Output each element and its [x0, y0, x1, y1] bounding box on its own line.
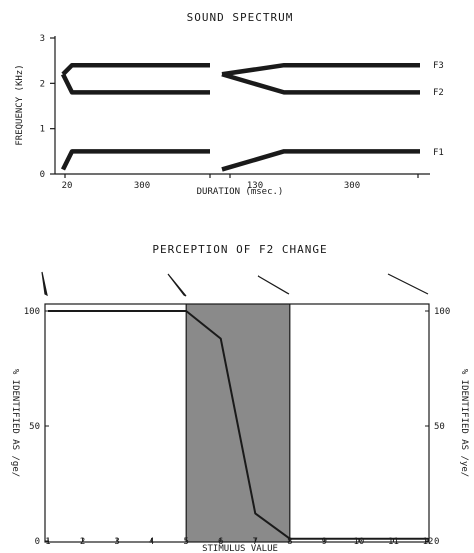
panel-label-300a: 300	[134, 181, 150, 191]
spectrum-x-label: DURATION (msec.)	[197, 187, 284, 197]
x-tick-label: 7	[253, 537, 258, 547]
transition-icon-8	[257, 275, 290, 295]
transition-icons	[41, 271, 429, 297]
x-tick-label: 11	[388, 537, 399, 547]
panel-label-20: 20	[62, 181, 73, 191]
spectrum-y-label: FREQUENCY (KHz)	[15, 64, 25, 145]
y-tick-label-left: 50	[29, 422, 40, 432]
panel-label-300b: 300	[344, 181, 360, 191]
perception-y-label-left: % IDENTIFIED AS /ge/	[10, 369, 20, 477]
y-tick-label-left: 100	[24, 307, 40, 317]
transition-icon-5	[167, 273, 187, 297]
perception-y-label-right: % IDENTIFIED AS /ye/	[459, 369, 469, 477]
perception-x-label: STIMULUS VALUE	[202, 544, 278, 553]
x-tick-label: 2	[80, 537, 85, 547]
formant-labels: F3 F2 F1	[433, 61, 444, 158]
formant-f3-stimulus-1	[61, 62, 210, 76]
x-tick-label: 10	[353, 537, 364, 547]
spectrum-formants	[60, 62, 420, 172]
x-tick-label: 9	[322, 537, 327, 547]
perception-x-ticks: 1 2 3 4 5 6 7 8 9 10 11 12	[45, 537, 433, 547]
perception-chart: PERCEPTION OF F2 CHANGE 1 2 3 4 5 6 7 8 9 10 11 12 …	[10, 243, 469, 553]
transition-icon-1	[41, 271, 48, 297]
spectrum-y-tick-label: 3	[40, 34, 45, 44]
formant-f1-stimulus-1	[60, 149, 210, 171]
y-tick-label-right: 50	[434, 422, 445, 432]
spectrum-y-ticks: 0 1 2 3	[40, 34, 55, 180]
formant-label-f2: F2	[433, 88, 444, 98]
spectrum-title: SOUND SPECTRUM	[187, 11, 294, 24]
x-tick-label: 6	[218, 537, 223, 547]
x-tick-label: 1	[45, 537, 50, 547]
perception-title: PERCEPTION OF F2 CHANGE	[152, 243, 327, 256]
identification-curve	[48, 310, 428, 540]
formant-f1-stimulus-2	[221, 149, 420, 172]
transition-icon-12	[387, 273, 429, 295]
spectrum-panel-ticks: 20 300 130 300	[62, 174, 419, 191]
formant-f3-stimulus-2	[221, 62, 420, 77]
x-tick-label: 5	[183, 537, 188, 547]
x-tick-label: 12	[423, 537, 434, 547]
sound-spectrum-chart: SOUND SPECTRUM 0 1 2 3 FREQUENCY (KHz) 20 3…	[15, 11, 444, 197]
x-tick-label: 4	[149, 537, 154, 547]
perception-frame	[44, 303, 430, 543]
spectrum-y-tick-label: 2	[40, 79, 45, 89]
formant-f2-stimulus-1	[60, 73, 210, 95]
formant-label-f1: F1	[433, 148, 444, 158]
perception-series	[48, 310, 428, 540]
y-tick-label-right: 100	[434, 307, 450, 317]
formant-label-f3: F3	[433, 61, 444, 71]
y-tick-label-right: 0	[434, 537, 439, 547]
spectrum-y-tick-label: 1	[40, 125, 45, 135]
perception-y-ticks: 0 0 50 50 100 100	[24, 307, 451, 547]
x-tick-label: 8	[287, 537, 292, 547]
panel-label-130: 130	[247, 181, 263, 191]
formant-f2-stimulus-2	[221, 72, 420, 95]
spectrum-y-tick-label: 0	[40, 170, 45, 180]
y-tick-label-left: 0	[35, 537, 40, 547]
x-tick-label: 3	[114, 537, 119, 547]
